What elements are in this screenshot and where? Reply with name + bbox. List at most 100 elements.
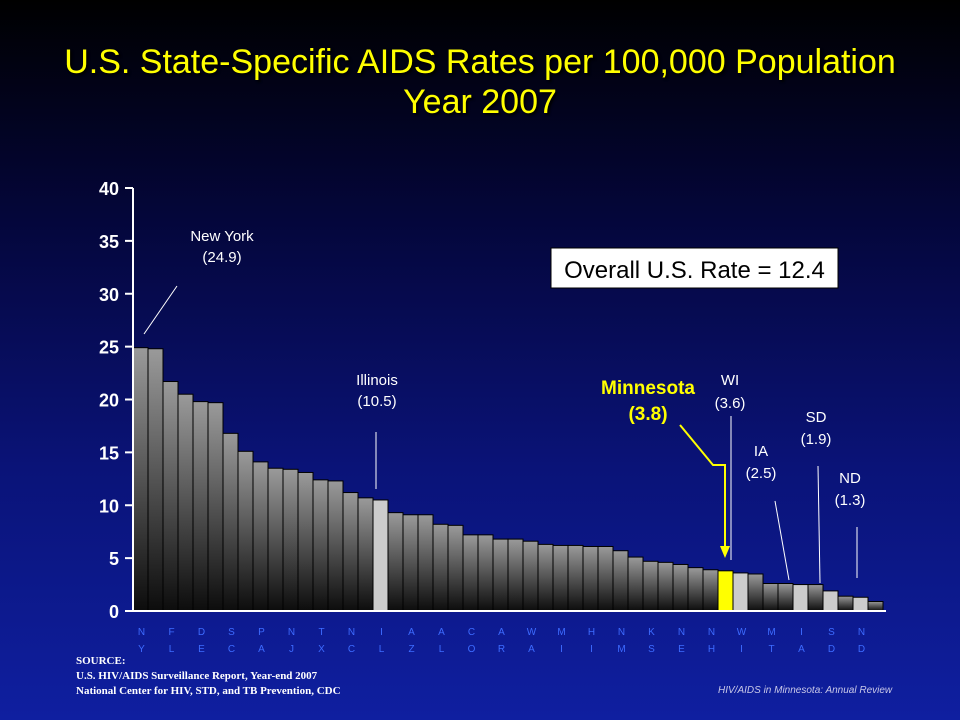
bar bbox=[537, 543, 554, 612]
annotation-ia-label: IA bbox=[754, 443, 768, 460]
x-tick-label-top: A bbox=[438, 627, 445, 638]
x-tick-label-top: A bbox=[498, 627, 505, 638]
bar bbox=[867, 600, 884, 612]
bar bbox=[132, 347, 149, 612]
x-tick-label-bottom: C bbox=[228, 644, 235, 655]
x-tick-label-top: P bbox=[258, 627, 265, 638]
annotation-minnesota-value: (3.8) bbox=[628, 404, 667, 425]
annotation-illinois-value: (10.5) bbox=[357, 393, 396, 410]
bar bbox=[522, 540, 539, 612]
bar bbox=[477, 534, 494, 612]
bar bbox=[492, 538, 509, 612]
y-tick-label: 35 bbox=[99, 232, 119, 252]
bar bbox=[207, 402, 224, 612]
chart-title: U.S. State-Specific AIDS Rates per 100,0… bbox=[0, 42, 960, 122]
annotation-nd-label: ND bbox=[839, 470, 861, 487]
x-tick-label-bottom: R bbox=[498, 644, 505, 655]
x-tick-label-bottom: A bbox=[258, 644, 265, 655]
bar bbox=[447, 524, 464, 612]
x-tick-label-top: M bbox=[767, 627, 775, 638]
x-tick-label-bottom: M bbox=[617, 644, 625, 655]
x-tick-label-top: H bbox=[588, 627, 595, 638]
x-tick-label-top: N bbox=[858, 627, 865, 638]
x-tick-label-bottom: D bbox=[828, 644, 835, 655]
y-tick-label: 0 bbox=[109, 602, 119, 622]
bar bbox=[357, 497, 374, 612]
x-tick-label-bottom: S bbox=[648, 644, 655, 655]
x-tick-label-top: C bbox=[468, 627, 475, 638]
bar bbox=[792, 584, 809, 612]
overall-rate-label: Overall U.S. Rate = 12.4 bbox=[564, 257, 825, 284]
footer-note: HIV/AIDS in Minnesota: Annual Review bbox=[718, 685, 893, 696]
x-tick-label-bottom: L bbox=[379, 644, 385, 655]
bar bbox=[147, 348, 164, 612]
overall-rate-box bbox=[550, 247, 839, 289]
bar bbox=[162, 381, 179, 612]
x-tick-label-top: N bbox=[618, 627, 625, 638]
bar bbox=[612, 550, 629, 612]
bar bbox=[717, 570, 734, 612]
x-tick-label-top: N bbox=[288, 627, 295, 638]
x-tick-label-top: M bbox=[557, 627, 565, 638]
bar bbox=[597, 545, 614, 612]
bar bbox=[687, 567, 704, 612]
y-tick-label: 25 bbox=[99, 338, 119, 358]
annotation-wi-value: (3.6) bbox=[715, 395, 746, 412]
x-tick-label-bottom: H bbox=[708, 644, 715, 655]
bar bbox=[837, 595, 854, 612]
x-tick-label-bottom: J bbox=[289, 644, 294, 655]
bar bbox=[267, 467, 284, 612]
source-line2: National Center for HIV, STD, and TB Pre… bbox=[76, 685, 341, 697]
bar bbox=[387, 512, 404, 612]
bar bbox=[807, 584, 824, 612]
annotation-sd-value: (1.9) bbox=[801, 431, 832, 448]
bar bbox=[657, 561, 674, 612]
x-tick-label-bottom: A bbox=[528, 644, 535, 655]
annotation-ia-value: (2.5) bbox=[746, 465, 777, 482]
y-tick-label: 30 bbox=[99, 285, 119, 305]
source-line1: U.S. HIV/AIDS Surveillance Report, Year-… bbox=[76, 670, 318, 682]
y-tick-label: 15 bbox=[99, 443, 119, 463]
x-tick-label-bottom: O bbox=[468, 644, 476, 655]
bar bbox=[402, 514, 419, 612]
x-tick-label-top: S bbox=[828, 627, 835, 638]
bar bbox=[702, 569, 719, 612]
y-tick-label: 40 bbox=[99, 179, 119, 199]
x-tick-label-top: W bbox=[527, 627, 537, 638]
x-tick-label-bottom: A bbox=[798, 644, 805, 655]
bar bbox=[252, 461, 269, 612]
x-tick-label-bottom: D bbox=[858, 644, 865, 655]
x-tick-label-top: S bbox=[228, 627, 235, 638]
y-tick-label: 5 bbox=[109, 549, 119, 569]
source-heading: SOURCE: bbox=[76, 655, 126, 667]
source-note: SOURCE: U.S. HIV/AIDS Surveillance Repor… bbox=[76, 654, 341, 699]
x-tick-label-top: K bbox=[648, 627, 655, 638]
bar bbox=[417, 514, 434, 612]
x-tick-label-top: T bbox=[318, 627, 324, 638]
annotation-ia-leader bbox=[774, 500, 790, 581]
x-tick-label-top: A bbox=[408, 627, 415, 638]
x-tick-label-bottom: L bbox=[439, 644, 445, 655]
x-tick-label-top: W bbox=[737, 627, 747, 638]
x-tick-label-top: D bbox=[198, 627, 205, 638]
x-tick-label-bottom: I bbox=[590, 644, 593, 655]
bar bbox=[432, 523, 449, 612]
x-tick-label-bottom: Z bbox=[408, 644, 414, 655]
x-tick-label-bottom: I bbox=[740, 644, 743, 655]
bar bbox=[192, 401, 209, 612]
x-tick-label-top: N bbox=[348, 627, 355, 638]
bar bbox=[237, 450, 254, 612]
bar bbox=[672, 563, 689, 612]
x-tick-label-top: N bbox=[138, 627, 145, 638]
bar bbox=[222, 432, 239, 612]
annotation-nd-value: (1.3) bbox=[835, 492, 866, 509]
bar bbox=[582, 545, 599, 612]
annotation-sd-label: SD bbox=[806, 409, 827, 426]
annotation-new-york-value: (24.9) bbox=[202, 249, 241, 266]
bar bbox=[462, 534, 479, 612]
annotation-minnesota-arrowhead bbox=[720, 546, 730, 558]
annotation-illinois-label: Illinois bbox=[356, 372, 398, 389]
x-tick-label-bottom: C bbox=[348, 644, 355, 655]
bar bbox=[282, 468, 299, 612]
chart-title-line2: Year 2007 bbox=[403, 83, 557, 121]
